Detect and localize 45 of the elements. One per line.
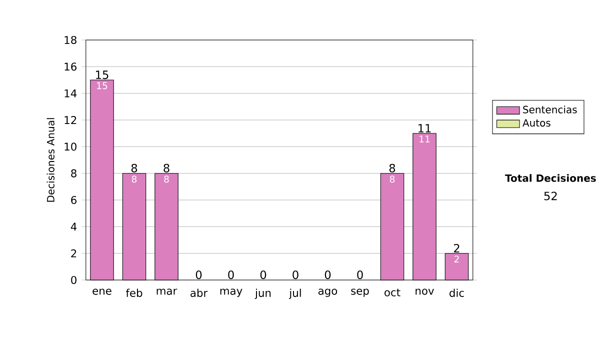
x-tick-label: oct — [384, 288, 400, 296]
total-label: 11 — [418, 124, 431, 132]
data-label: 8 — [164, 176, 169, 183]
total-label: 0 — [292, 270, 298, 280]
total-label: 0 — [260, 270, 266, 280]
y-tick-label: 16 — [64, 62, 76, 71]
text: 52 — [544, 192, 557, 200]
total-label: 0 — [357, 270, 363, 280]
y-tick-label: 8 — [71, 169, 76, 178]
x-tick-label: jun — [254, 288, 271, 300]
x-tick-label: feb — [126, 288, 142, 297]
y-tick-label: 0 — [71, 276, 76, 284]
total-label: 0 — [196, 270, 202, 280]
y-tick-label: 2 — [71, 249, 76, 258]
total-label: 0 — [324, 270, 331, 280]
x-tick-label: ene — [92, 288, 112, 295]
total-label: 0 — [228, 270, 234, 280]
y-axis-title: Decisiones Anual — [46, 118, 54, 202]
y-tick-label: 4 — [70, 222, 77, 231]
y-tick-label: 10 — [64, 142, 76, 151]
data-label: 11 — [420, 136, 430, 142]
legend-label: Sentencias — [523, 106, 577, 114]
text: Total Decisiones — [505, 174, 596, 182]
x-tick-label: nov — [416, 288, 434, 295]
x-tick-label: sep — [351, 288, 369, 297]
total-label: 15 — [96, 70, 108, 80]
data-label: 15 — [97, 82, 108, 90]
data-label: 8 — [132, 176, 137, 183]
legend-label: Autos — [522, 119, 550, 127]
y-tick-label: 12 — [64, 116, 76, 124]
y-tick-label: 6 — [71, 196, 76, 204]
x-tick-label: may — [220, 288, 242, 297]
total-label: 2 — [454, 244, 460, 252]
data-label: 2 — [454, 256, 459, 263]
total-label: 8 — [389, 164, 396, 172]
data-label: 8 — [390, 176, 395, 183]
x-tick-label: jul — [288, 288, 301, 300]
x-tick-label: mar — [156, 288, 178, 295]
x-tick-label: ago — [318, 288, 338, 297]
y-tick-label: 18 — [64, 36, 76, 44]
total-label: 8 — [131, 164, 138, 172]
x-tick-label: dic — [450, 288, 464, 297]
x-tick-label: abr — [190, 288, 208, 297]
total-label: 8 — [164, 164, 170, 172]
y-tick-label: 14 — [64, 89, 77, 98]
